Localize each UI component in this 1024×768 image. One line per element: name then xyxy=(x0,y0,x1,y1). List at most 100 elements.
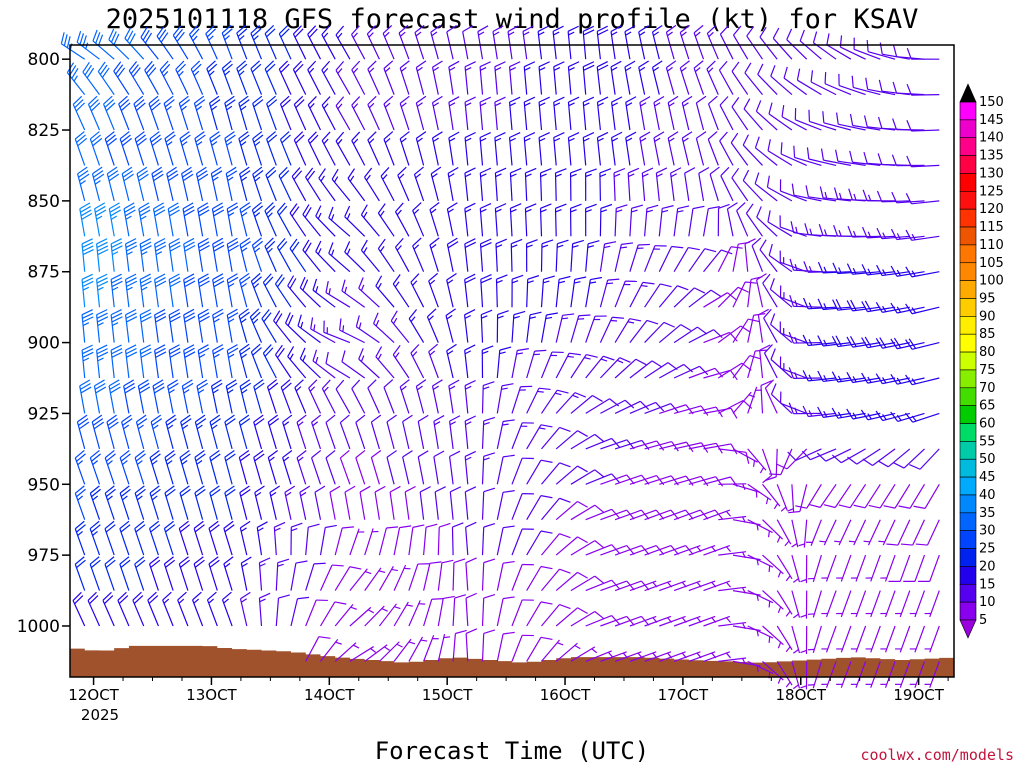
wind-barb xyxy=(496,346,512,379)
wind-barb xyxy=(163,520,176,556)
wind-barb xyxy=(282,414,293,450)
wind-barb xyxy=(110,344,123,379)
wind-barb xyxy=(772,27,793,60)
wind-barb xyxy=(91,414,105,450)
wind-barb xyxy=(600,439,635,450)
wind-barb xyxy=(239,591,251,627)
wind-barb xyxy=(805,185,837,202)
wind-barb xyxy=(541,426,571,450)
wind-barb xyxy=(793,145,822,166)
wind-barb xyxy=(890,265,925,277)
wind-barb xyxy=(688,442,723,454)
wind-barb xyxy=(415,379,427,414)
wind-barb xyxy=(110,238,123,272)
wind-barb xyxy=(709,166,720,202)
wind-barb xyxy=(284,485,296,520)
wind-barb xyxy=(164,450,176,485)
wind-barb xyxy=(553,61,565,95)
wind-barb xyxy=(582,132,595,166)
wind-barb xyxy=(526,387,551,414)
wind-barb xyxy=(168,344,181,379)
colorbar-swatch xyxy=(959,441,977,460)
wind-barb xyxy=(788,331,822,344)
wind-barb xyxy=(555,352,581,379)
wind-barb xyxy=(464,415,476,449)
wind-barb xyxy=(865,625,881,653)
wind-barb xyxy=(393,638,416,662)
wind-barb xyxy=(431,131,443,166)
wind-barb xyxy=(464,61,476,95)
wind-barb xyxy=(767,210,793,237)
wind-barb xyxy=(541,462,571,485)
wind-barb xyxy=(481,345,494,379)
wind-barb xyxy=(224,414,236,450)
wind-barb xyxy=(629,204,644,237)
wind-barb xyxy=(599,316,624,343)
wind-barb xyxy=(144,60,159,95)
wind-barb xyxy=(264,237,277,272)
wind-barb xyxy=(124,308,138,343)
wind-barb xyxy=(74,556,86,591)
wind-barb xyxy=(364,567,386,591)
wind-barb xyxy=(781,105,807,131)
wind-barb xyxy=(367,131,380,166)
wind-barb xyxy=(524,203,537,237)
wind-barb xyxy=(87,591,101,627)
wind-barb xyxy=(168,308,181,343)
y-tick-label: 925 xyxy=(28,404,60,424)
wind-barb xyxy=(703,249,733,273)
wind-barb xyxy=(154,273,167,308)
wind-barb xyxy=(540,239,554,272)
wind-barb xyxy=(183,273,196,308)
colorbar-label: 120 xyxy=(979,202,1004,217)
y-tick-label: 1000 xyxy=(17,617,60,637)
wind-barb xyxy=(325,449,336,485)
wind-barb xyxy=(526,636,553,662)
wind-barb xyxy=(555,642,581,662)
wind-barb xyxy=(364,528,379,556)
credit-link[interactable]: coolwx.com/models xyxy=(860,746,1014,764)
wind-barb xyxy=(624,60,636,95)
wind-barb xyxy=(293,95,307,131)
wind-barb xyxy=(250,24,263,60)
wind-barb xyxy=(629,401,665,414)
wind-barb xyxy=(154,237,167,272)
wind-barb xyxy=(223,520,235,556)
wind-barb xyxy=(262,273,277,308)
wind-barb xyxy=(239,485,251,520)
wind-barb xyxy=(287,275,307,308)
wind-barb xyxy=(732,519,761,531)
wind-barb xyxy=(106,166,120,202)
wind-barb xyxy=(360,204,380,237)
colorbar-swatch xyxy=(959,137,977,156)
wind-barb xyxy=(555,500,588,521)
colorbar-label: 110 xyxy=(979,238,1004,253)
wind-barb xyxy=(147,591,159,627)
wind-barb xyxy=(511,457,534,485)
wind-barb xyxy=(312,349,336,379)
wind-barb xyxy=(108,379,121,414)
wind-barb xyxy=(508,96,521,131)
wind-barb xyxy=(239,520,251,556)
wind-barb xyxy=(924,625,940,653)
wind-barb xyxy=(570,276,587,308)
wind-barb xyxy=(791,554,801,583)
wind-barb xyxy=(386,450,397,485)
wind-barb xyxy=(275,558,290,591)
wind-barb xyxy=(351,131,366,166)
wind-barb xyxy=(274,344,292,379)
wind-barb xyxy=(747,625,774,643)
wind-barb xyxy=(386,414,397,450)
wind-barb xyxy=(465,592,478,627)
wind-barb xyxy=(717,286,749,308)
colorbar-swatch xyxy=(959,566,977,585)
wind-barb xyxy=(251,237,264,272)
wind-barb xyxy=(848,519,867,546)
wind-barb xyxy=(167,379,179,414)
wind-barb xyxy=(599,278,620,308)
wind-barb xyxy=(79,379,92,414)
terrain-fill xyxy=(70,645,954,677)
wind-barb xyxy=(900,519,926,546)
wind-barb xyxy=(323,320,351,344)
wind-barb xyxy=(266,95,278,131)
